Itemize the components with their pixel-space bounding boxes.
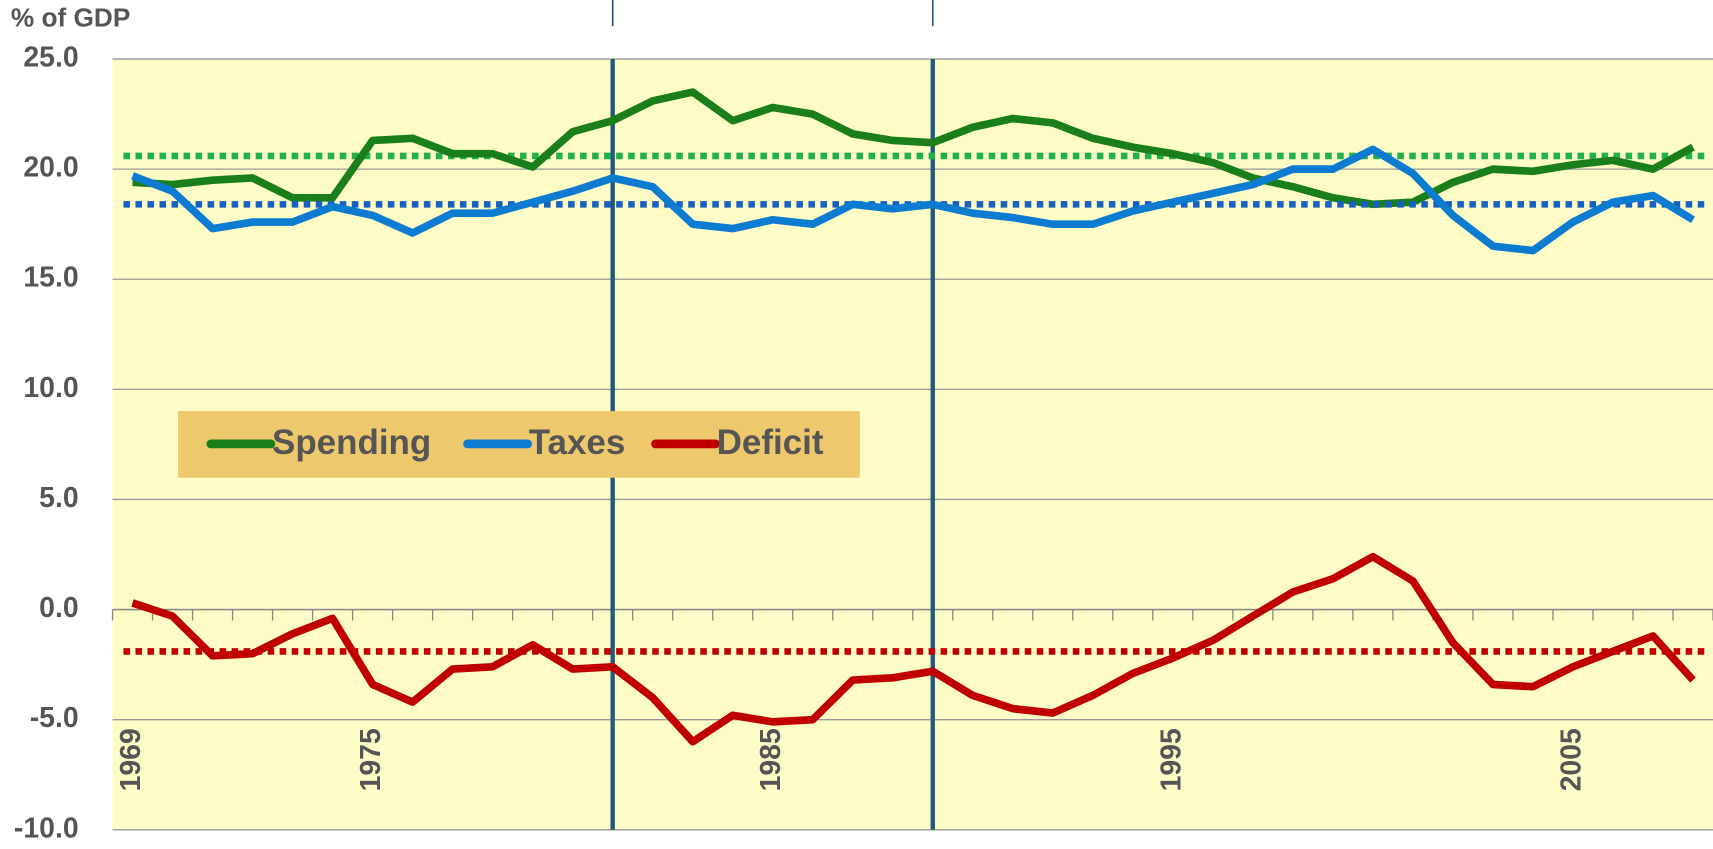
y-tick-label: -10.0 [14,812,79,844]
x-tick-label: 1985 [755,728,787,791]
x-tick-label: 2005 [1555,728,1587,791]
y-tick-label: 15.0 [23,262,78,294]
y-tick-label: 0.0 [39,592,78,624]
y-tick-label: 10.0 [23,372,78,404]
x-tick-label: 1969 [115,728,147,791]
legend-label: Spending [272,423,431,462]
y-tick-label: -5.0 [30,702,79,734]
x-tick-label: 1975 [355,728,387,791]
x-tick-label: 1995 [1155,728,1187,791]
legend-label: Taxes [529,423,626,462]
legend-label: Deficit [717,423,824,462]
y-tick-label: 5.0 [39,482,78,514]
y-axis-label: % of GDP [11,3,130,33]
series-line [131,552,1696,746]
y-tick-label: 20.0 [23,152,78,184]
y-tick-label: 25.0 [23,42,78,74]
series-line [131,145,1695,255]
